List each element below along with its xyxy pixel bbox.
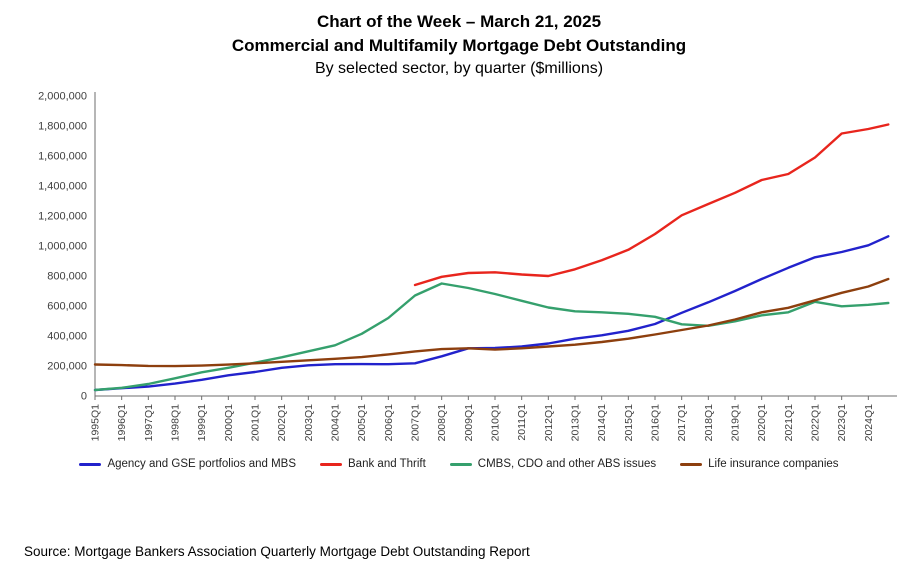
chart-header: Chart of the Week – March 21, 2025 Comme…: [0, 0, 918, 80]
y-axis-tick-label: 400,000: [47, 331, 87, 343]
chart-area: 0 200,000 400,000 600,000 800,000 1,000,000 1,…: [0, 84, 918, 456]
x-axis-tick-label: 2002Q1: [276, 404, 288, 442]
x-axis-tick-label: 1997Q1: [143, 404, 155, 442]
x-axis-tick-label: 2022Q1: [810, 404, 822, 442]
x-axis-tick-label: 2020Q1: [756, 404, 768, 442]
legend-item: Life insurance companies: [680, 458, 839, 470]
chart-subtitle: By selected sector, by quarter ($million…: [314, 60, 604, 77]
x-axis-tick-label: 2008Q1: [436, 404, 448, 442]
x-axis-tick-label: 2004Q1: [330, 404, 342, 442]
x-axis-tick-label: 2000Q1: [223, 404, 235, 442]
y-axis-tick-label: 0: [81, 391, 87, 403]
y-axis-tick-label: 1,000,000: [38, 241, 87, 253]
y-axis-tick-label: 1,200,000: [38, 211, 87, 223]
x-axis-tick-label: 2018Q1: [703, 404, 715, 442]
x-axis-tick-label: 2001Q1: [250, 404, 262, 442]
x-axis-tick-label: 2010Q1: [490, 404, 502, 442]
x-axis-tick-label: 1999Q1: [196, 404, 208, 442]
x-axis-tick-label: 2011Q1: [516, 404, 528, 441]
x-axis-tick-label: 2016Q1: [650, 404, 662, 442]
x-axis-tick-label: 1998Q1: [170, 404, 182, 442]
legend-item: Bank and Thrift: [320, 458, 426, 470]
x-axis-tick-label: 2006Q1: [383, 404, 395, 442]
line-chart: 0 200,000 400,000 600,000 800,000 1,000,000 1,…: [38, 91, 897, 442]
chart-week-title: Chart of the Week – March 21, 2025: [316, 12, 602, 31]
chart-legend: Agency and GSE portfolios and MBS Bank an…: [0, 458, 918, 470]
y-axis-tick-label: 1,400,000: [38, 181, 87, 193]
series-line-cmbs-cdo-and-other-abs-issues: [93, 282, 890, 392]
x-axis-tick-label: 2023Q1: [836, 404, 848, 442]
legend-label: CMBS, CDO and other ABS issues: [477, 458, 657, 470]
x-axis-tick-label: 1996Q1: [116, 404, 128, 442]
legend-label: Bank and Thrift: [348, 458, 426, 470]
chart-main-title: Commercial and Multifamily Mortgage Debt…: [231, 36, 687, 55]
legend-swatch: [320, 462, 343, 466]
legend-swatch: [79, 462, 102, 466]
x-axis-tick-label: 2005Q1: [356, 404, 368, 442]
series-line-life-insurance-companies: [93, 277, 890, 368]
x-axis-tick-label: 2024Q1: [863, 404, 875, 442]
legend-swatch: [449, 462, 472, 466]
x-axis-tick-label: 2013Q1: [570, 404, 582, 442]
x-axis-tick-label: 2009Q1: [463, 404, 475, 442]
x-axis-tick-label: 1995Q1: [90, 404, 102, 442]
y-axis-tick-label: 800,000: [47, 271, 87, 283]
legend-item: CMBS, CDO and other ABS issues: [449, 458, 657, 470]
series-line-agency-and-gse-portfolios-and-mbs: [93, 235, 890, 392]
x-axis-tick-label: 2014Q1: [596, 404, 608, 442]
x-axis-tick-label: 2012Q1: [543, 404, 555, 442]
y-axis-tick-label: 600,000: [47, 301, 87, 313]
x-axis-tick-label: 2021Q1: [783, 404, 795, 442]
legend-label: Agency and GSE portfolios and MBS: [107, 458, 297, 470]
y-axis-tick-label: 1,600,000: [38, 151, 87, 163]
x-axis-tick-label: 2015Q1: [623, 404, 635, 442]
source-text: Source: Mortgage Bankers Association Qua…: [24, 544, 530, 559]
legend-item: Agency and GSE portfolios and MBS: [79, 458, 296, 470]
series-line-bank-and-thrift: [413, 123, 890, 287]
x-axis-tick-label: 2007Q1: [410, 404, 422, 442]
y-axis-tick-label: 200,000: [47, 361, 87, 373]
x-axis-tick-label: 2019Q1: [730, 404, 742, 442]
x-axis-tick-label: 2003Q1: [303, 404, 315, 442]
legend-label: Life insurance companies: [708, 458, 839, 470]
y-axis-tick-label: 2,000,000: [38, 91, 87, 103]
x-axis-tick-label: 2017Q1: [676, 404, 688, 442]
y-axis-tick-label: 1,800,000: [38, 121, 87, 133]
legend-swatch: [680, 462, 703, 466]
